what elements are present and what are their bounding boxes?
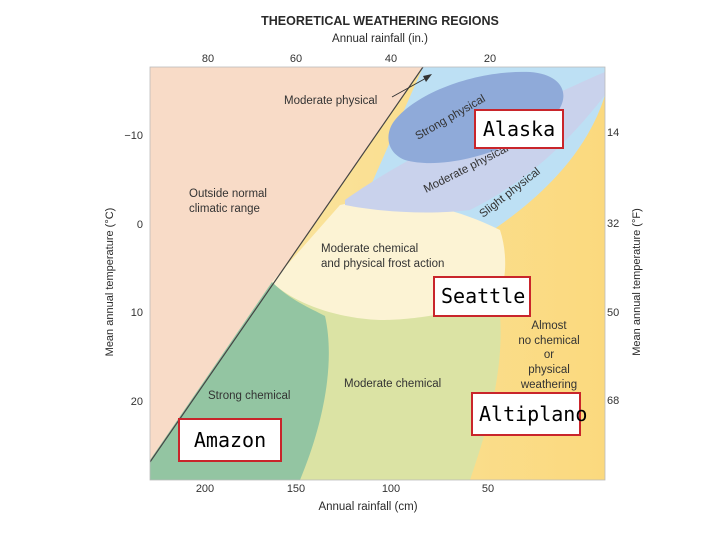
callout-amazon: Amazon	[178, 418, 282, 462]
right-tick: 14	[607, 127, 619, 139]
bottom-tick: 100	[382, 483, 400, 495]
label-weathering: weathering	[520, 379, 577, 391]
label-physical-frost-action: and physical frost action	[321, 258, 444, 270]
top-tick: 20	[484, 53, 496, 65]
label-or: or	[544, 349, 554, 361]
top-axis-label: Annual rainfall (in.)	[332, 33, 428, 45]
top-tick: 60	[290, 53, 302, 65]
right-tick: 50	[607, 307, 619, 319]
left-tick: 20	[131, 396, 143, 408]
label-moderate-physical: Moderate physical	[284, 95, 377, 107]
callout-altiplano: Altiplano	[471, 392, 587, 436]
right-tick: 32	[607, 218, 619, 230]
bottom-tick: 50	[482, 483, 494, 495]
label-strong-chemical: Strong chemical	[208, 390, 290, 402]
left-axis-label: Mean annual temperature (°C)	[104, 208, 116, 357]
bottom-axis-label: Annual rainfall (cm)	[318, 501, 417, 513]
moderate-physical-arrow	[391, 76, 429, 98]
top-tick: 80	[202, 53, 214, 65]
label-climatic-range: climatic range	[189, 203, 260, 215]
diagram-title: THEORETICAL WEATHERING REGIONS	[261, 14, 499, 28]
arrow-head	[423, 74, 432, 82]
right-tick: 68	[607, 395, 619, 407]
top-tick: 40	[385, 53, 397, 65]
plot-border	[149, 66, 606, 481]
bottom-tick: 200	[196, 483, 214, 495]
callout-seattle: Seattle	[433, 276, 531, 317]
label-physical: physical	[528, 364, 570, 376]
left-tick: 0	[137, 219, 143, 231]
label-no-chemical: no chemical	[518, 335, 579, 347]
left-tick: −10	[124, 130, 143, 142]
label-almost: Almost	[531, 320, 567, 332]
left-tick: 10	[131, 307, 143, 319]
bottom-tick: 150	[287, 483, 305, 495]
label-moderate-chemical: Moderate chemical	[344, 378, 441, 390]
right-axis-label: Mean annual temperature (°F)	[631, 208, 643, 355]
label-moderate-chemical-frost: Moderate chemical	[321, 243, 418, 255]
callout-alaska: Alaska	[474, 109, 564, 149]
climatic-boundary-line	[150, 67, 424, 463]
label-outside-normal: Outside normal	[189, 188, 267, 200]
